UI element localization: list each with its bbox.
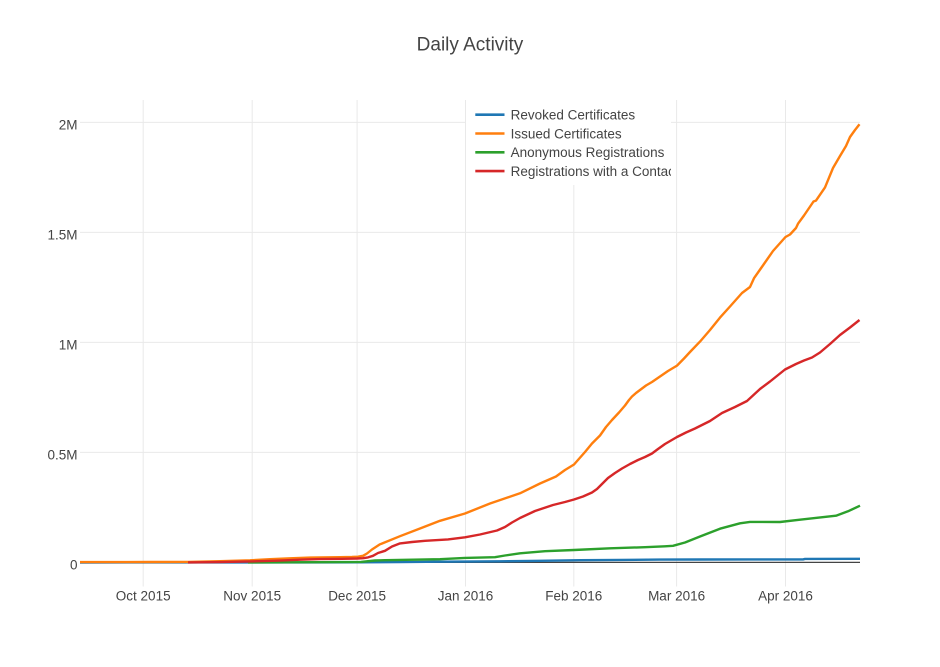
svg-text:Oct 2015: Oct 2015 <box>116 589 171 604</box>
svg-text:Registrations with a Contact: Registrations with a Contact <box>511 164 679 179</box>
svg-text:Apr 2016: Apr 2016 <box>758 589 813 604</box>
svg-text:0: 0 <box>70 557 78 572</box>
svg-text:Revoked Certificates: Revoked Certificates <box>511 108 636 123</box>
svg-text:2M: 2M <box>59 117 78 132</box>
svg-text:Mar 2016: Mar 2016 <box>648 589 705 604</box>
svg-text:Feb 2016: Feb 2016 <box>545 589 602 604</box>
svg-text:Issued Certificates: Issued Certificates <box>511 126 622 141</box>
svg-text:Anonymous Registrations: Anonymous Registrations <box>511 145 665 160</box>
svg-text:1M: 1M <box>59 337 78 352</box>
svg-text:1.5M: 1.5M <box>47 227 77 242</box>
svg-text:Nov 2015: Nov 2015 <box>223 589 281 604</box>
svg-text:0.5M: 0.5M <box>47 447 77 462</box>
svg-text:Daily Activity: Daily Activity <box>417 35 524 56</box>
svg-text:Jan 2016: Jan 2016 <box>438 589 494 604</box>
svg-text:Dec 2015: Dec 2015 <box>328 589 386 604</box>
